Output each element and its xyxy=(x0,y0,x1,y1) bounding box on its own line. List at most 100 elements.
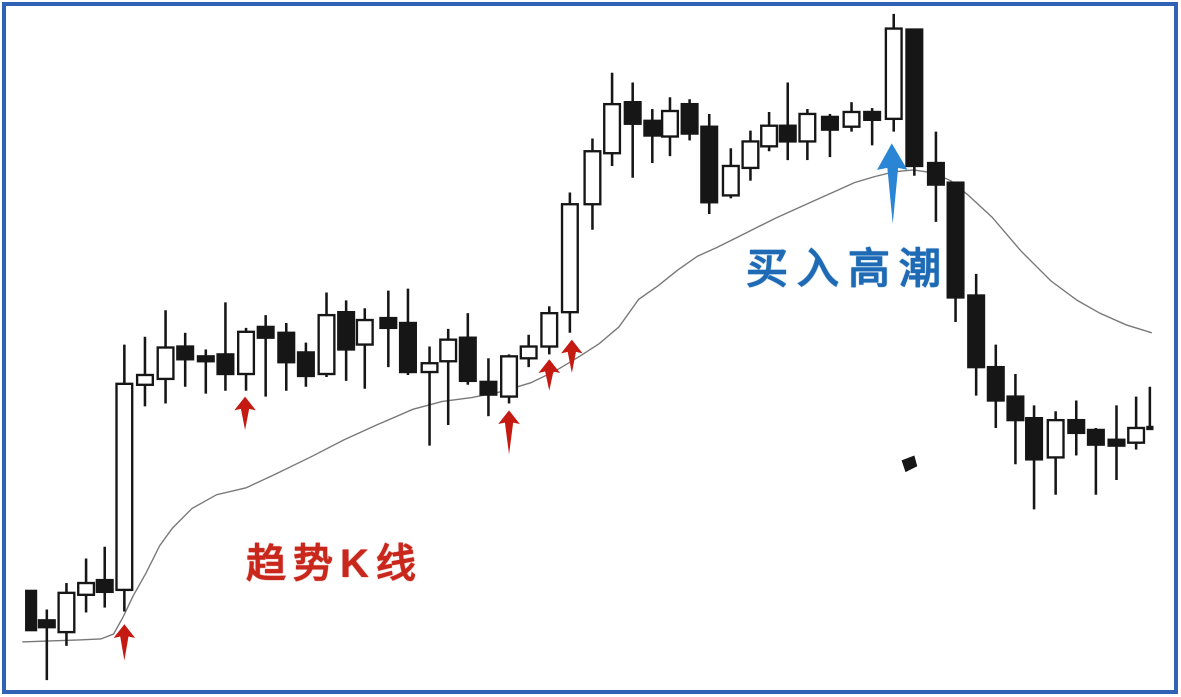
buy-signal-arrow-icon xyxy=(113,624,136,661)
candlestick xyxy=(583,138,602,230)
candlestick xyxy=(842,102,861,132)
candlestick xyxy=(156,310,175,404)
candle-body-bearish xyxy=(967,294,986,369)
candlestick xyxy=(519,334,538,368)
candle-body-bullish xyxy=(237,330,256,376)
candle-body-bullish xyxy=(420,362,439,374)
candlestick xyxy=(905,28,924,176)
buy-signal-arrow-icon xyxy=(561,339,583,374)
candle-body-bearish xyxy=(37,619,56,629)
candlestick xyxy=(337,300,356,381)
candle-body-bearish xyxy=(95,578,114,594)
candlestick xyxy=(1146,386,1154,431)
candle-body-bearish xyxy=(1086,428,1105,446)
candle-body-bearish xyxy=(1006,395,1025,422)
candle-body-bearish xyxy=(986,365,1005,402)
candle-body-bearish xyxy=(216,353,235,376)
ink-blot xyxy=(901,455,918,473)
candlestick xyxy=(863,108,882,146)
candle-body-bullish xyxy=(540,311,559,348)
candlestick xyxy=(1006,374,1025,465)
candle-body-bullish xyxy=(500,355,519,398)
candlestick xyxy=(798,109,817,161)
candle-body-bullish xyxy=(560,203,579,314)
candle-body-bearish xyxy=(926,161,945,186)
candle-body-bearish xyxy=(337,311,356,351)
candle-body-bullish xyxy=(439,338,458,363)
candle-body-bearish xyxy=(905,28,924,168)
candlestick xyxy=(439,328,458,426)
candlestick xyxy=(25,589,38,632)
candlestick xyxy=(237,327,256,391)
candle-body-bearish xyxy=(277,331,296,364)
candle-body-bearish xyxy=(379,316,398,330)
candlestick xyxy=(820,113,839,158)
candle-body-bearish xyxy=(176,345,195,361)
candlestick xyxy=(884,13,903,132)
candlestick xyxy=(216,302,235,391)
candlestick xyxy=(741,130,760,181)
candlestick xyxy=(115,344,134,612)
candle-body-bearish xyxy=(296,351,315,378)
candle-body-bullish xyxy=(760,124,779,148)
candlestick xyxy=(317,292,336,377)
candlestick xyxy=(57,583,76,646)
candlestick xyxy=(540,306,559,355)
candle-body-bearish xyxy=(863,110,882,122)
candlestick xyxy=(379,290,398,368)
candlestick xyxy=(643,109,662,164)
candlestick xyxy=(1107,405,1126,480)
buy-climax-label: 买入高潮 xyxy=(746,245,951,292)
climax-arrow-icon xyxy=(877,143,908,224)
candlestick xyxy=(680,99,699,141)
candlestick xyxy=(926,131,945,222)
candlestick xyxy=(458,313,477,385)
candle-body-bearish xyxy=(946,181,965,299)
candle-body-bullish xyxy=(660,109,680,138)
candlestick xyxy=(296,342,315,387)
candlestick xyxy=(277,322,296,391)
candle-body-bearish xyxy=(196,355,215,363)
candlestick xyxy=(135,336,154,407)
candle-body-bullish xyxy=(1046,418,1065,459)
candle-body-bearish xyxy=(1025,416,1044,461)
candlestick xyxy=(986,344,1005,428)
candlestick xyxy=(623,82,642,178)
buy-signal-arrow-icon xyxy=(538,359,561,391)
candle-body-bearish xyxy=(643,119,662,137)
candlestick xyxy=(1086,427,1105,495)
candle-body-bullish xyxy=(115,382,134,592)
trend-kline-label: 趋势K线 xyxy=(246,542,423,586)
candlestick xyxy=(420,346,439,446)
candle-body-bearish xyxy=(479,380,498,396)
candle-body-bearish xyxy=(778,124,797,143)
candlestick xyxy=(700,113,719,215)
candlestick xyxy=(778,82,797,161)
candlestick xyxy=(1127,396,1146,450)
candlestick xyxy=(37,609,56,681)
candlestick xyxy=(196,349,215,394)
candle-body-bearish xyxy=(1107,438,1126,447)
candlestick xyxy=(479,358,498,417)
candle-body-bullish xyxy=(156,346,175,381)
candlestick xyxy=(95,546,114,608)
candlestick-chart xyxy=(22,13,1154,681)
candlestick xyxy=(967,273,986,396)
candle-body-bearish xyxy=(820,115,839,131)
candle-body-bullish xyxy=(519,345,538,360)
candlestick xyxy=(176,332,195,387)
buy-signal-arrow-icon xyxy=(234,396,256,430)
candle-body-bullish xyxy=(135,373,154,386)
candle-body-bullish xyxy=(355,318,374,346)
candlestick xyxy=(660,97,680,157)
candlestick xyxy=(355,308,374,389)
candle-body-bearish xyxy=(680,102,699,135)
candle-body-bearish xyxy=(1146,425,1154,431)
candle-body-bearish xyxy=(623,100,642,125)
candlestick xyxy=(946,181,965,322)
candle-body-bullish xyxy=(798,112,817,143)
candlestick xyxy=(398,288,417,375)
candlestick xyxy=(603,72,622,166)
